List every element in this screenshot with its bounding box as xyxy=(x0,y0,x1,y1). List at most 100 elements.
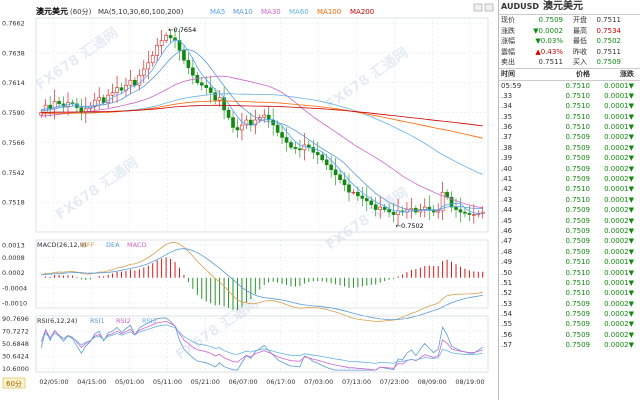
tick-row[interactable]: .51 0.7510 0.0001▼ xyxy=(499,278,640,288)
tick-price: 0.7510 xyxy=(565,91,591,100)
tick-row[interactable]: .40 0.7509 0.0002▼ xyxy=(499,164,640,174)
tick-time: .38 xyxy=(501,143,513,152)
rsi-legend-rsi1: RSI1 xyxy=(90,317,105,325)
tick-time: .51 xyxy=(501,278,513,287)
tick-change: 0.0001▼ xyxy=(604,278,634,287)
candle-body xyxy=(324,159,329,166)
main-chart-header: 澳元美元 (60分) MA(5,10,30,60,100,200) MA5 MA10… xyxy=(36,6,374,16)
tick-row[interactable]: .54 0.7509 0.0002▼ xyxy=(499,309,640,319)
candle-body xyxy=(351,191,356,194)
candle-body xyxy=(266,114,271,121)
quote-value: 0.7502 xyxy=(596,37,622,45)
tick-row[interactable]: .57 0.7509 0.0002▼ xyxy=(499,340,640,350)
candle-body xyxy=(454,206,458,210)
tick-time: .43 xyxy=(501,195,513,204)
tick-price: 0.7510 xyxy=(565,102,591,111)
tick-row[interactable]: .44 0.7509 0.0002▼ xyxy=(499,205,640,215)
tick-change: 0.0001▼ xyxy=(604,289,634,298)
tick-change: 0.0002▼ xyxy=(604,237,634,246)
candle-body xyxy=(208,87,213,93)
quote-label: 买入 xyxy=(573,58,587,66)
ma-legend-ma10: MA10 xyxy=(233,8,253,16)
tick-time: .50 xyxy=(501,268,513,277)
tick-row[interactable]: .34 0.7510 0.0001▼ xyxy=(499,101,640,111)
price-annotation: ←0.7654 xyxy=(168,26,196,34)
quote-value: 0.7511 xyxy=(596,47,622,56)
tick-change: 0.0001▼ xyxy=(604,123,634,132)
macd-diff-line xyxy=(41,241,483,323)
candle-body xyxy=(182,50,186,61)
quote-value: 0.7511 xyxy=(538,58,564,66)
tick-time: .55 xyxy=(501,320,513,329)
rsi-legend-rsi2: RSI2 xyxy=(116,317,131,325)
tick-list[interactable]: 05:59 0.7510 0.0001▼ .33 0.7510 0.0001▼ .34 0.7… xyxy=(499,81,640,351)
ma-legend-ma5: MA5 xyxy=(210,8,225,16)
toolbar-close-icon[interactable] xyxy=(484,3,494,12)
candle-body xyxy=(110,92,115,96)
candle-body xyxy=(360,195,365,199)
ma-indicator-label: MA(5,10,30,60,100,200) xyxy=(98,8,184,16)
tick-time: .41 xyxy=(501,175,513,184)
candle-body xyxy=(191,67,195,76)
candle-body xyxy=(159,40,164,46)
chart-toolbar[interactable] xyxy=(473,3,494,12)
tick-price: 0.7510 xyxy=(565,123,591,132)
tick-row[interactable]: .47 0.7509 0.0002▼ xyxy=(499,236,640,246)
candle-body xyxy=(463,211,467,214)
tick-row[interactable]: .55 0.7509 0.0002▼ xyxy=(499,319,640,329)
candle-body xyxy=(373,204,378,210)
tick-row[interactable]: .41 0.7509 0.0002▼ xyxy=(499,174,640,184)
tick-row[interactable]: .45 0.7509 0.0002▼ xyxy=(499,216,640,226)
toolbar-menu-icon[interactable] xyxy=(473,3,483,12)
rsi-legend-rsi3: RSI3 xyxy=(142,317,157,325)
tick-row[interactable]: .49 0.7510 0.0001▼ xyxy=(499,257,640,267)
candle-body xyxy=(382,206,387,210)
tick-row[interactable]: .46 0.7509 0.0002▼ xyxy=(499,226,640,236)
tick-row[interactable]: .39 0.7509 0.0002▼ xyxy=(499,153,640,163)
tick-row[interactable]: 05:59 0.7510 0.0001▼ xyxy=(499,81,640,91)
quote-label: 震幅 xyxy=(501,47,515,56)
candle-body xyxy=(445,191,449,198)
candle-body xyxy=(106,94,110,103)
price-frame xyxy=(35,17,489,233)
tick-time: .45 xyxy=(501,216,513,225)
candle-body xyxy=(155,45,160,56)
tick-row[interactable]: .56 0.7509 0.0002▼ xyxy=(499,330,640,340)
macd-title: MACD(26,12,9) xyxy=(37,241,86,249)
period-tab[interactable]: 60分 xyxy=(2,377,26,389)
x-tick-label: 07/23:00 xyxy=(380,378,409,386)
tick-row[interactable]: .38 0.7509 0.0002▼ xyxy=(499,143,640,153)
candle-body xyxy=(320,154,325,161)
tick-row[interactable]: .52 0.7510 0.0001▼ xyxy=(499,288,640,298)
tick-row[interactable]: .33 0.7510 0.0001▼ xyxy=(499,91,640,101)
tick-row[interactable]: .50 0.7510 0.0001▼ xyxy=(499,268,640,278)
tick-row[interactable]: .36 0.7510 0.0001▼ xyxy=(499,122,640,132)
candle-body xyxy=(97,97,102,101)
quote-value: ▼0.03% xyxy=(535,37,563,45)
tick-price: 0.7510 xyxy=(565,289,591,298)
tick-row[interactable]: .53 0.7509 0.0002▼ xyxy=(499,299,640,309)
tick-row[interactable]: .48 0.7509 0.0002▼ xyxy=(499,247,640,257)
tick-time: .47 xyxy=(501,237,513,246)
tick-row[interactable]: .43 0.7510 0.0001▼ xyxy=(499,195,640,205)
tick-change: 0.0001▼ xyxy=(604,195,634,204)
macd-panel[interactable]: 0.0013 0.0008 0.0002 -0.0004 -0.0010 MACD(26,… xyxy=(2,239,489,323)
candle-body xyxy=(364,198,369,202)
tick-price: 0.7510 xyxy=(565,185,591,194)
x-tick-label: 08/19:00 xyxy=(455,378,484,386)
tick-time: .52 xyxy=(501,289,513,298)
candle-body xyxy=(150,55,155,64)
chart-area[interactable]: 澳元美元 (60分) MA(5,10,30,60,100,200) MA5 MA10… xyxy=(0,0,498,400)
rsi-panel[interactable]: 90.7696 70.7272 50.6848 30.6424 10.6000 RSI(6… xyxy=(2,315,489,373)
tick-row[interactable]: .42 0.7510 0.0001▼ xyxy=(499,184,640,194)
quote-row: 涨跌 ▼0.0002 最高 0.7534 xyxy=(499,26,640,37)
svg-text:60分: 60分 xyxy=(6,379,22,388)
quote-value: ▲0.43% xyxy=(535,47,563,56)
macd-frame xyxy=(35,239,489,309)
candle-body xyxy=(347,184,351,193)
price-panel[interactable]: 0.7662 0.7638 0.7614 0.7590 0.7566 0.7542 0.75… xyxy=(2,17,489,233)
tick-row[interactable]: .37 0.7509 0.0002▼ xyxy=(499,132,640,142)
tick-row[interactable]: .35 0.7510 0.0001▼ xyxy=(499,112,640,122)
candle-body xyxy=(146,62,151,70)
candle-body xyxy=(302,144,307,151)
